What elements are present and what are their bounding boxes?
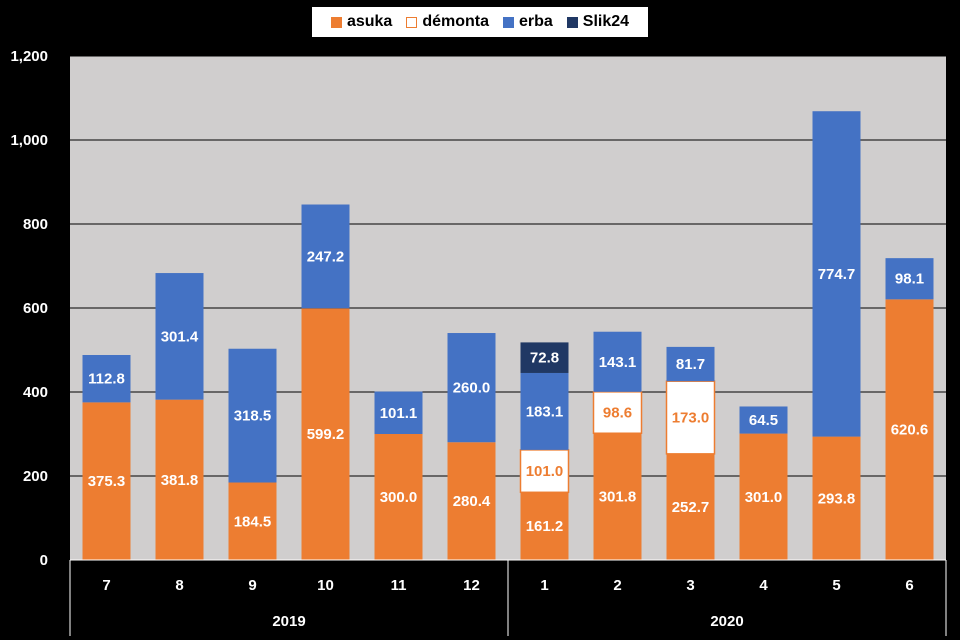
data-label: 184.5 bbox=[234, 513, 272, 530]
x-tick-label: 4 bbox=[759, 577, 768, 594]
data-label: 98.6 bbox=[603, 405, 632, 422]
bar-segment-erba bbox=[374, 391, 423, 434]
y-tick-label: 200 bbox=[23, 468, 48, 485]
data-label: 101.0 bbox=[526, 463, 564, 480]
bar-segment-Slik24 bbox=[520, 342, 569, 373]
bar-segment-asuka bbox=[812, 436, 861, 560]
data-label: 64.5 bbox=[749, 412, 778, 429]
data-label: 599.2 bbox=[307, 426, 345, 443]
chart-legend: asuka démonta erba Slik24 bbox=[312, 7, 648, 37]
x-tick-label: 11 bbox=[391, 577, 407, 594]
bar-segment-erba bbox=[301, 204, 350, 309]
x-tick-label: 2 bbox=[613, 577, 621, 594]
data-label: 173.0 bbox=[672, 410, 710, 427]
bar-segment-asuka bbox=[666, 453, 715, 560]
bar-segment-démonta bbox=[592, 391, 643, 434]
bar-segment-démonta bbox=[665, 380, 716, 455]
bar-segment-asuka bbox=[82, 402, 131, 560]
data-label: 252.7 bbox=[672, 499, 710, 516]
y-tick-label: 600 bbox=[23, 300, 48, 317]
y-tick-label: 0 bbox=[40, 552, 48, 569]
legend-item: démonta bbox=[406, 13, 489, 31]
x-tick-label: 5 bbox=[832, 577, 840, 594]
data-label: 300.0 bbox=[380, 489, 418, 506]
bar-segment-asuka bbox=[374, 434, 423, 560]
legend-swatch bbox=[502, 16, 514, 28]
x-tick-label: 8 bbox=[175, 577, 183, 594]
legend-item: Slik24 bbox=[566, 13, 630, 31]
bar-segment-erba bbox=[885, 258, 934, 300]
data-label: 112.8 bbox=[88, 371, 125, 388]
bar-segment-erba bbox=[228, 348, 277, 483]
group-label: 2020 bbox=[710, 613, 743, 630]
y-tick-label: 400 bbox=[23, 384, 48, 401]
data-label: 143.1 bbox=[599, 354, 637, 371]
data-label: 301.0 bbox=[745, 489, 783, 506]
x-tick-label: 7 bbox=[102, 577, 110, 594]
bar-segment-asuka bbox=[447, 442, 496, 560]
bar-segment-erba bbox=[447, 333, 496, 443]
data-label: 620.6 bbox=[891, 422, 929, 439]
data-label: 774.7 bbox=[818, 266, 856, 283]
data-label: 81.7 bbox=[676, 356, 705, 373]
x-tick-label: 12 bbox=[463, 577, 480, 594]
data-label: 301.4 bbox=[161, 328, 199, 345]
legend-swatch bbox=[330, 16, 342, 28]
x-tick-label: 6 bbox=[905, 577, 913, 594]
data-label: 280.4 bbox=[453, 493, 491, 510]
x-tick-label: 3 bbox=[686, 577, 694, 594]
data-label: 381.8 bbox=[161, 472, 199, 489]
bar-segment-erba bbox=[666, 346, 715, 382]
bar-segment-asuka bbox=[228, 482, 277, 560]
data-label: 101.1 bbox=[380, 405, 418, 422]
bar-segment-asuka bbox=[885, 299, 934, 560]
bar-segment-asuka bbox=[155, 399, 204, 560]
legend-item: erba bbox=[502, 13, 553, 31]
bar-segment-asuka bbox=[739, 433, 788, 560]
bar-segment-erba bbox=[593, 331, 642, 392]
data-label: 98.1 bbox=[895, 271, 924, 288]
data-label: 293.8 bbox=[818, 490, 856, 507]
data-label: 183.1 bbox=[526, 403, 564, 420]
y-tick-label: 1,000 bbox=[10, 132, 48, 149]
bar-segment-erba bbox=[520, 372, 569, 450]
bar-segment-asuka bbox=[520, 492, 569, 560]
data-label: 318.5 bbox=[234, 408, 272, 425]
legend-label: Slik24 bbox=[582, 13, 630, 30]
x-tick-label: 9 bbox=[248, 577, 256, 594]
legend-item: asuka bbox=[330, 13, 393, 31]
bar-segment-erba bbox=[739, 406, 788, 434]
y-tick-label: 1,200 bbox=[10, 48, 48, 65]
legend-swatch bbox=[566, 16, 578, 28]
bar-segment-erba bbox=[155, 273, 204, 400]
x-tick-label: 10 bbox=[317, 577, 334, 594]
group-label: 2019 bbox=[272, 613, 305, 630]
bar-segment-asuka bbox=[301, 308, 350, 560]
legend-label: erba bbox=[518, 13, 553, 30]
legend-label: démonta bbox=[422, 13, 489, 30]
bar-segment-asuka bbox=[593, 433, 642, 560]
data-label: 260.0 bbox=[453, 380, 491, 397]
data-label: 247.2 bbox=[307, 248, 345, 265]
legend-label: asuka bbox=[346, 13, 393, 30]
data-label: 161.2 bbox=[526, 518, 564, 535]
legend-swatch bbox=[406, 16, 418, 28]
bar-segment-erba bbox=[812, 111, 861, 437]
data-label: 72.8 bbox=[530, 350, 559, 367]
bar-segment-erba bbox=[82, 354, 131, 403]
data-label: 375.3 bbox=[88, 473, 126, 490]
x-tick-label: 1 bbox=[540, 577, 548, 594]
y-tick-label: 800 bbox=[23, 216, 48, 233]
data-label: 301.8 bbox=[599, 489, 637, 506]
